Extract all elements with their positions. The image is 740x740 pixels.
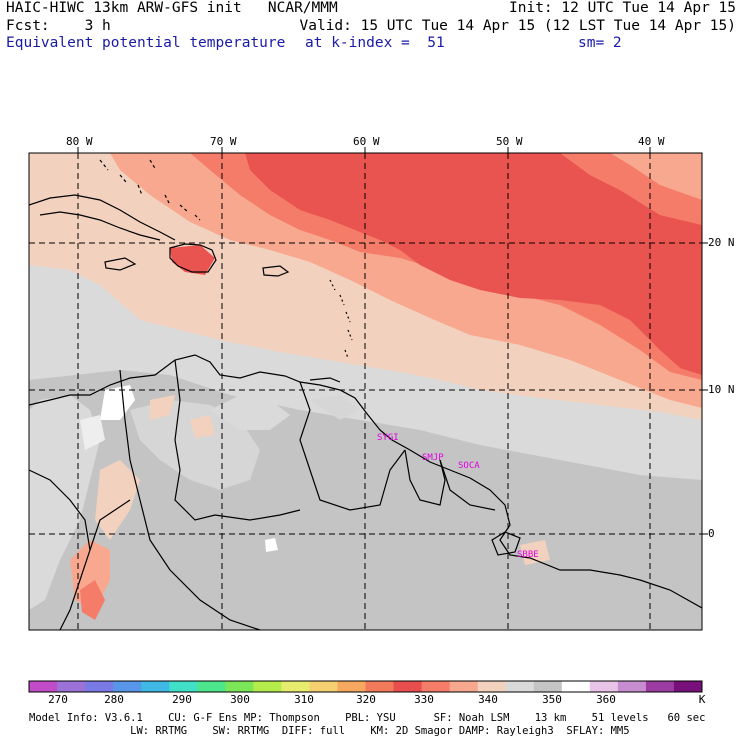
colorbar-swatch — [477, 681, 507, 692]
colorbar-tick-320: 320 — [356, 693, 376, 706]
colorbar-swatch — [141, 681, 170, 692]
colorbar-swatch — [29, 681, 58, 692]
colorbar-swatch — [337, 681, 366, 692]
lon-label-50w: 50 W — [496, 135, 523, 148]
station-label-smjp: SMJP — [422, 453, 444, 463]
lat-label-20n: 20 N — [708, 236, 735, 249]
colorbar-swatch — [533, 681, 563, 692]
colorbar-tick-350: 350 — [542, 693, 562, 706]
smoothing: sm= 2 — [578, 35, 622, 51]
colorbar-swatch — [505, 681, 535, 692]
colorbar — [29, 681, 703, 692]
colorbar-tick-360: 360 — [596, 693, 616, 706]
init-time: Init: 12 UTC Tue 14 Apr 15 — [509, 0, 736, 16]
colorbar-swatch — [169, 681, 198, 692]
colorbar-swatch — [309, 681, 338, 692]
colorbar-swatch — [365, 681, 395, 692]
colorbar-swatch — [421, 681, 451, 692]
colorbar-swatch — [281, 681, 310, 692]
lon-label-40w: 40 W — [638, 135, 665, 148]
colorbar-swatch — [113, 681, 142, 692]
forecast-hour: Fcst: 3 h — [6, 18, 111, 34]
colorbar-swatch — [393, 681, 423, 692]
colorbar-swatch — [617, 681, 647, 692]
colorbar-tick-300: 300 — [230, 693, 250, 706]
colorbar-tick-310: 310 — [294, 693, 314, 706]
colorbar-swatch — [589, 681, 619, 692]
lon-label-80w: 80 W — [66, 135, 93, 148]
station-label-soca: SOCA — [458, 461, 480, 471]
colorbar-swatch — [449, 681, 479, 692]
field-name: Equivalent potential temperature — [6, 35, 286, 51]
lon-label-60w: 60 W — [353, 135, 380, 148]
model-title: HAIC-HIWC 13km ARW-GFS init NCAR/MMM — [6, 0, 338, 16]
colorbar-tick-330: 330 — [414, 693, 434, 706]
station-label-sygi: SYGI — [377, 433, 399, 443]
colorbar-tick-340: 340 — [478, 693, 498, 706]
lat-label-0: 0 — [708, 527, 715, 540]
colorbar-swatch — [85, 681, 114, 692]
colorbar-swatch — [57, 681, 86, 692]
colorbar-swatch — [197, 681, 226, 692]
colorbar-swatch — [561, 681, 591, 692]
colorbar-swatch — [673, 681, 703, 692]
colorbar-swatch — [225, 681, 254, 692]
model-info-line1: Model Info: V3.6.1 CU: G-F Ens MP: Thomp… — [29, 712, 706, 724]
colorbar-swatch — [645, 681, 675, 692]
station-label-sbbe: SBBE — [517, 550, 539, 560]
valid-time: Valid: 15 UTC Tue 14 Apr 15 (12 LST Tue … — [299, 18, 737, 34]
lon-label-70w: 70 W — [210, 135, 237, 148]
colorbar-tick-280: 280 — [104, 693, 124, 706]
lat-label-10n: 10 N — [708, 383, 735, 396]
colorbar-swatch — [253, 681, 282, 692]
model-info-line2: LW: RRTMG SW: RRTMG DIFF: full KM: 2D Sm… — [29, 725, 630, 737]
colorbar-tick-270: 270 — [48, 693, 68, 706]
colorbar-tick-290: 290 — [172, 693, 192, 706]
colorbar-units: K — [698, 693, 706, 706]
k-index: at k-index = 51 — [305, 35, 445, 51]
